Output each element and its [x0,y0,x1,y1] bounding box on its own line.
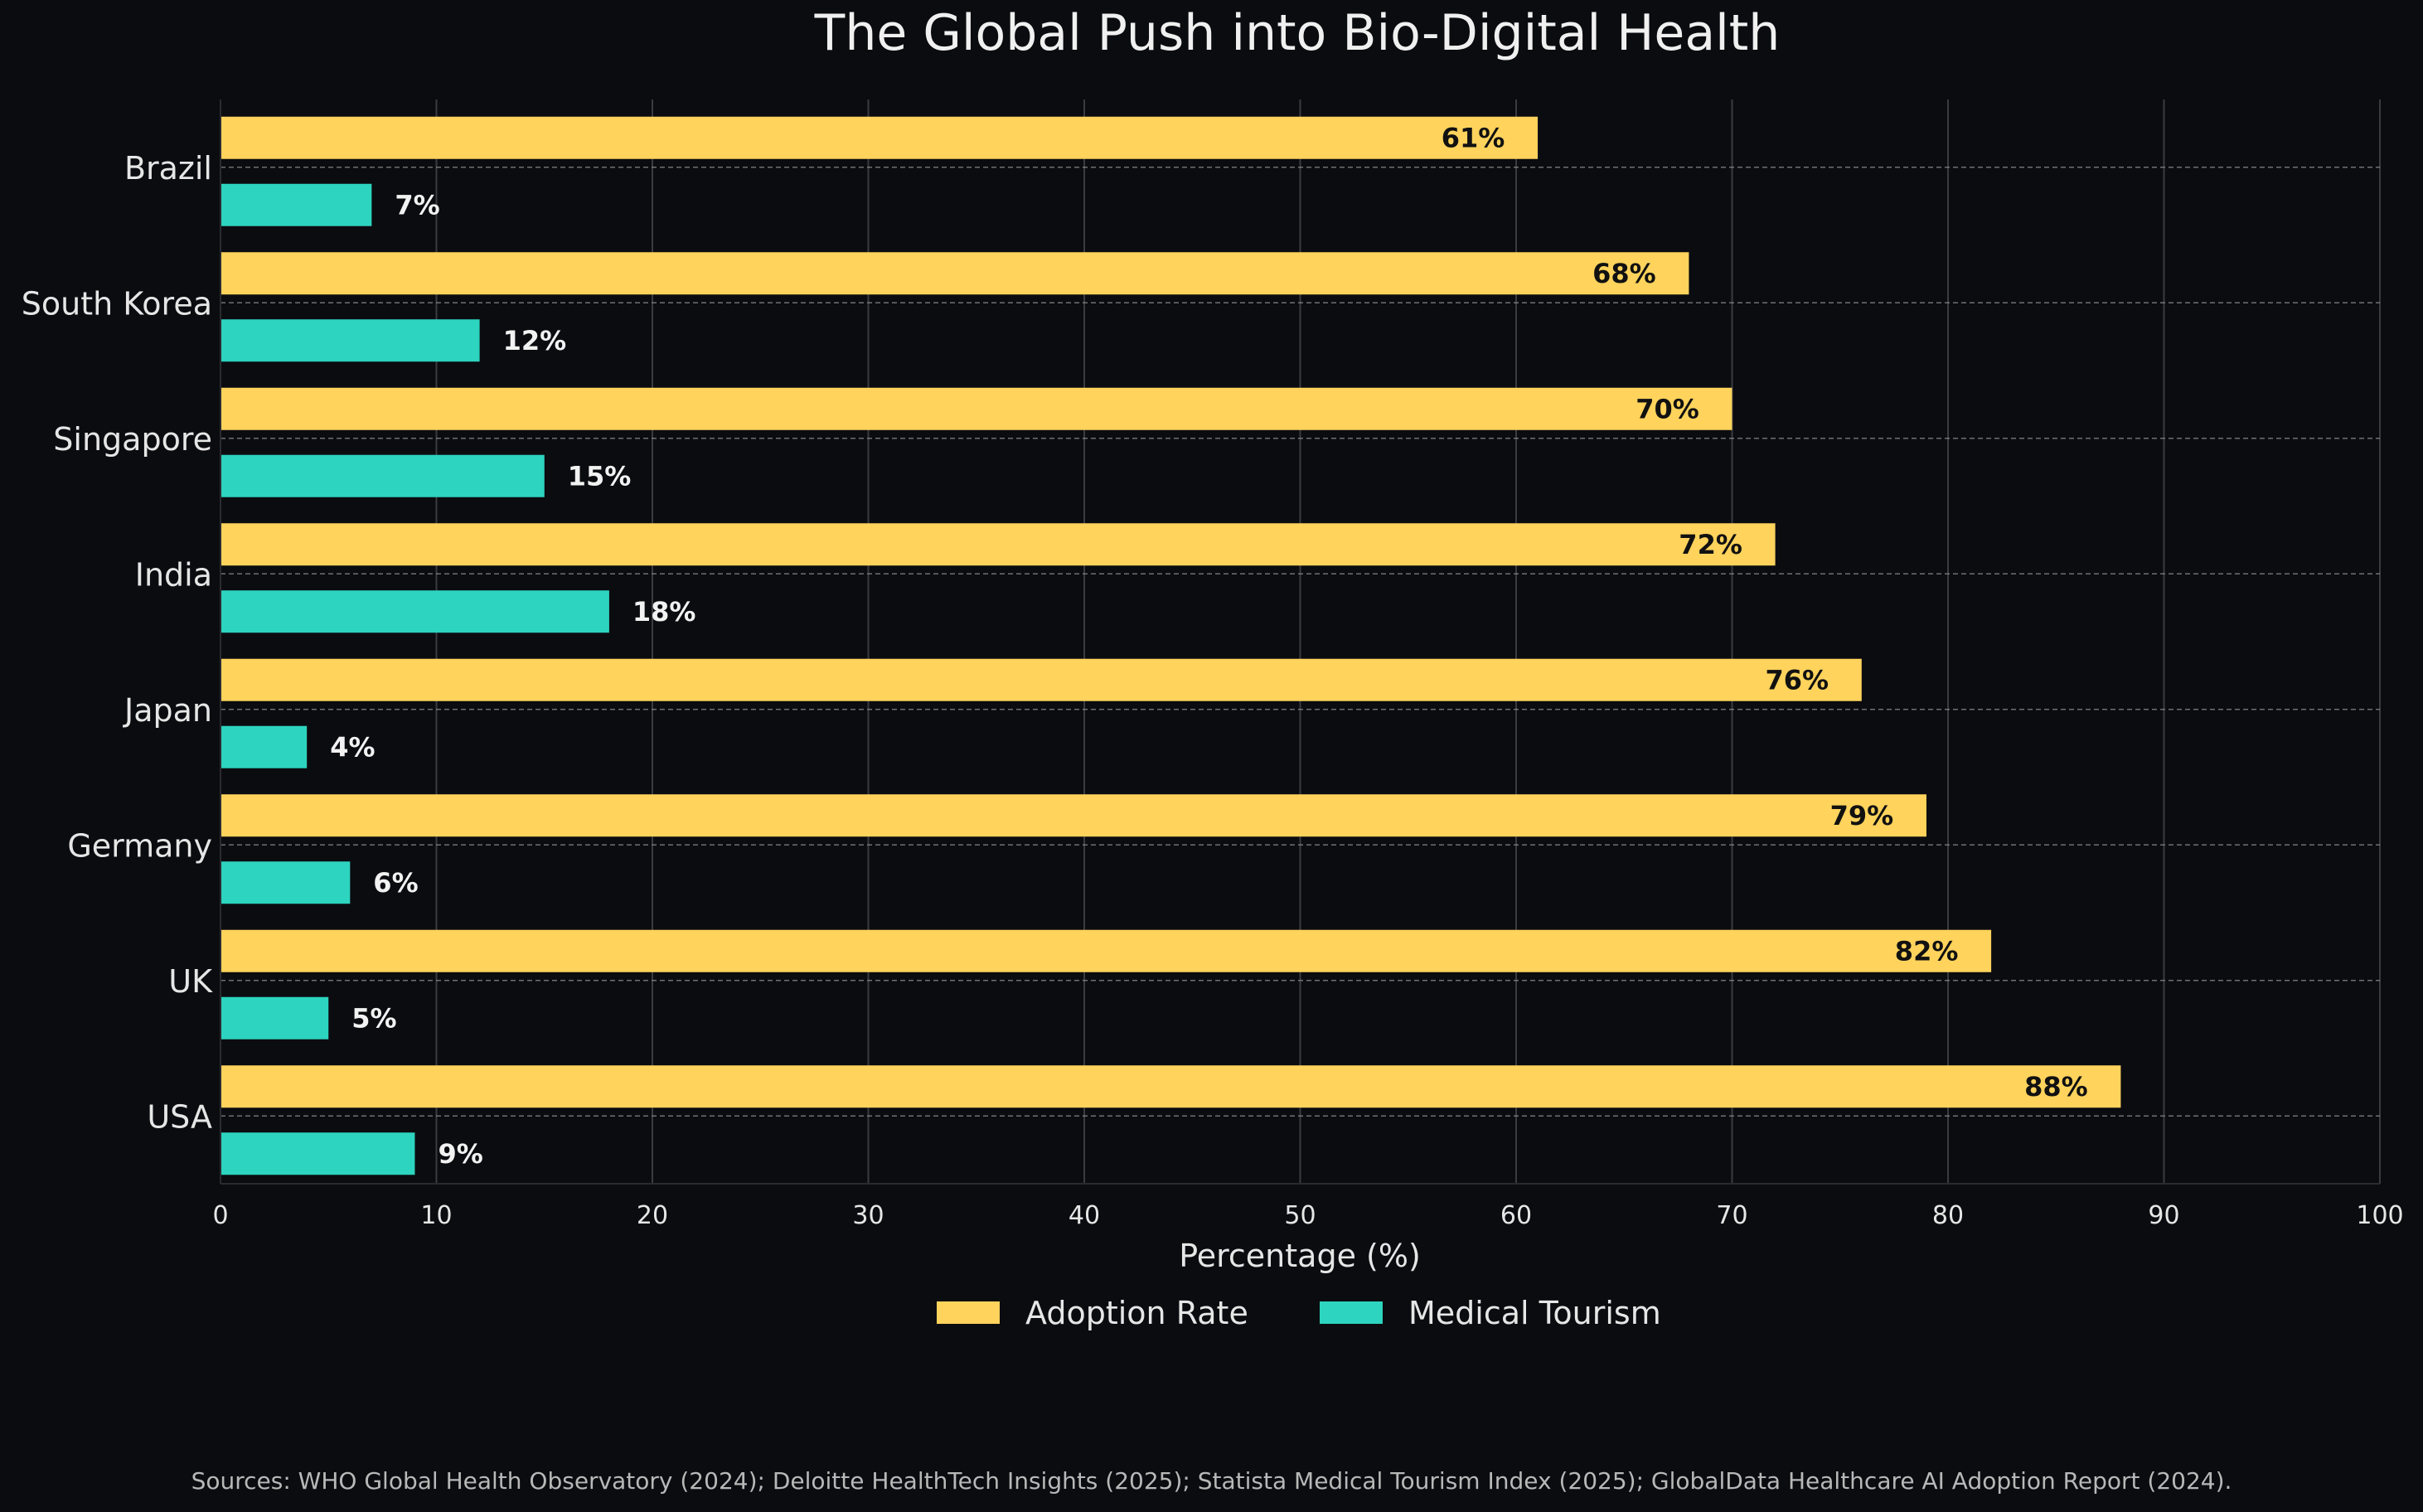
adoption-rate-bar [220,658,1862,701]
adoption-rate-value-label: 68% [1592,258,1656,289]
medical-tourism-value-label: 12% [503,325,567,356]
x-tick-label: 0 [212,1201,228,1230]
source-note: Sources: WHO Global Health Observatory (… [191,1467,2232,1495]
x-tick-label: 50 [1284,1201,1316,1230]
adoption-rate-bar [220,1065,2121,1108]
category-label: UK [168,963,213,1000]
x-tick-label: 90 [2148,1201,2179,1230]
category-label: South Korea [22,285,212,322]
x-axis-label: Percentage (%) [1179,1238,1421,1274]
medical-tourism-value-label: 4% [330,731,375,763]
adoption-rate-value-label: 70% [1636,393,1699,424]
medical-tourism-value-label: 6% [373,867,418,899]
medical-tourism-bar [220,319,480,362]
medical-tourism-bar [220,861,351,904]
x-tick-label: 80 [1932,1201,1964,1230]
legend-entry: Medical Tourism [1408,1295,1661,1331]
legend-entry: Adoption Rate [1025,1295,1248,1331]
label-layer: 61% 7% 68% 12% 70% 15% 72% 18% 76% 4% 79% 6% 82% 5% 88… [330,122,2087,1170]
category-label: Japan [123,692,212,729]
medical-tourism-bar [220,590,609,633]
x-tick-label: 70 [1716,1201,1747,1230]
medical-tourism-bar [220,725,308,768]
adoption-rate-bar [220,929,1992,972]
category-label: Brazil [124,150,212,187]
adoption-rate-bar [220,116,1539,159]
medical-tourism-bar [220,183,372,226]
x-tick-label: 60 [1500,1201,1532,1230]
adoption-rate-value-label: 88% [2024,1071,2088,1102]
adoption-rate-value-label: 82% [1895,935,1959,967]
x-tick-label: 30 [852,1201,884,1230]
x-tick-label: 10 [420,1201,452,1230]
adoption-rate-bar [220,523,1776,566]
x-tick-label: 100 [2356,1201,2403,1230]
adoption-rate-bar [220,387,1732,430]
legend: Adoption Rate Medical Tourism [937,1295,1661,1331]
legend-swatch [1320,1301,1383,1324]
medical-tourism-value-label: 7% [395,189,439,220]
adoption-rate-bar [220,794,1926,837]
medical-tourism-value-label: 5% [351,1002,396,1034]
medical-tourism-value-label: 9% [438,1138,482,1170]
adoption-rate-value-label: 76% [1766,664,1829,695]
medical-tourism-bar [220,1132,415,1175]
medical-tourism-bar [220,996,329,1040]
adoption-rate-value-label: 79% [1830,800,1894,831]
adoption-rate-value-label: 61% [1442,122,1505,153]
x-tick-label: 40 [1069,1201,1100,1230]
x-tick-label: 20 [637,1201,668,1230]
legend-swatch [937,1301,1000,1324]
chart-title: The Global Push into Bio-Digital Health [814,4,1781,62]
medical-tourism-bar [220,454,545,497]
bar-layer [220,116,2121,1175]
adoption-rate-bar [220,252,1689,295]
medical-tourism-value-label: 18% [632,596,696,628]
adoption-rate-value-label: 72% [1679,529,1742,560]
category-label: USA [147,1098,212,1135]
category-label: Germany [67,827,212,864]
category-label: India [135,556,212,593]
category-label: Singapore [53,421,212,458]
axis-layer: 0 10 20 30 40 50 60 70 80 90 100 Brazil South Korea S… [22,99,2404,1230]
medical-tourism-value-label: 15% [568,460,632,492]
